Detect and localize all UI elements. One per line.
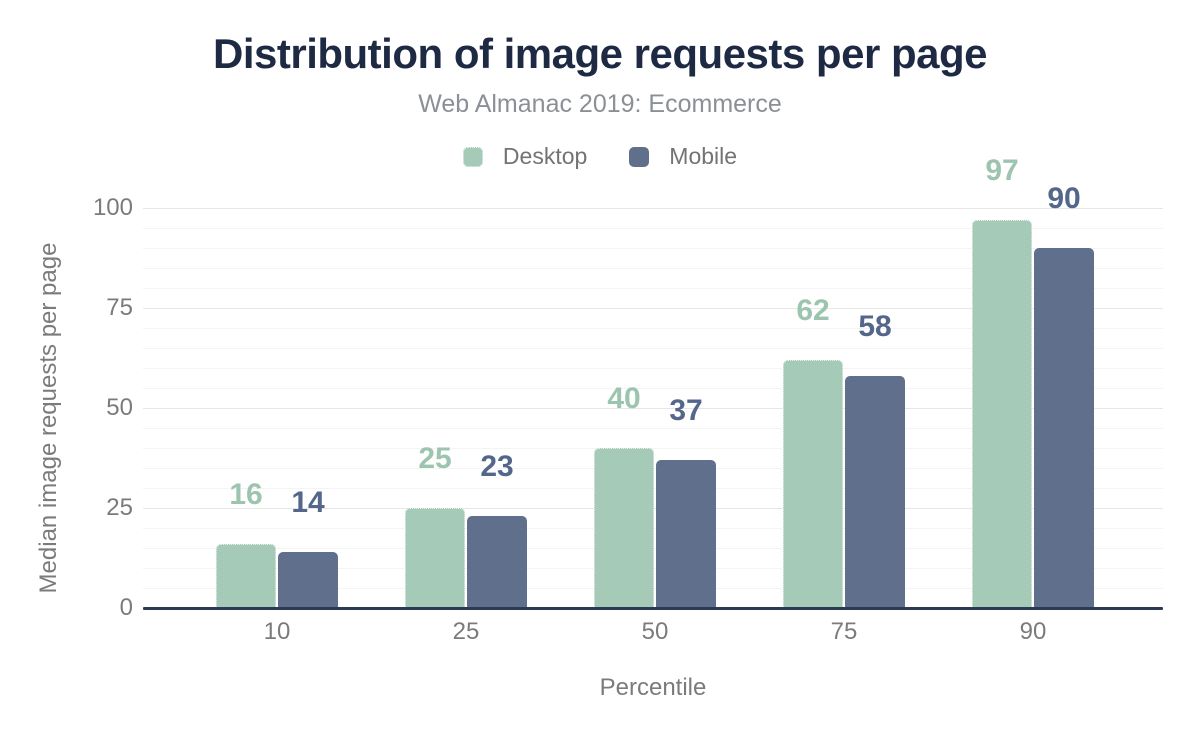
value-label-mobile-p50: 37 <box>669 394 703 427</box>
value-label-mobile-p10: 14 <box>291 486 325 519</box>
legend: Desktop Mobile <box>0 143 1200 170</box>
desktop-legend-swatch <box>462 146 483 167</box>
major-gridline-50 <box>143 408 1163 409</box>
bar-mobile-p90 <box>1034 248 1094 608</box>
value-label-mobile-p75: 58 <box>858 310 892 343</box>
bar-mobile-p25 <box>467 516 527 608</box>
desktop-legend-label: Desktop <box>502 143 588 169</box>
y-tick-label-0: 0 <box>119 594 133 621</box>
minor-gridline-55 <box>143 388 1163 389</box>
bar-mobile-p10 <box>278 552 338 608</box>
major-gridline-75 <box>143 308 1163 309</box>
minor-gridline-85 <box>143 268 1163 269</box>
bar-desktop-p10 <box>216 544 276 608</box>
y-tick-label-50: 50 <box>106 394 133 421</box>
bar-desktop-p25 <box>405 508 465 608</box>
chart-subtitle: Web Almanac 2019: Ecommerce <box>418 90 782 118</box>
value-label-desktop-p10: 16 <box>229 478 263 511</box>
minor-gridline-45 <box>143 428 1163 429</box>
x-axis-title: Percentile <box>599 674 707 701</box>
bar-mobile-p50 <box>656 460 716 608</box>
x-tick-label-90: 90 <box>1019 618 1047 645</box>
value-label-desktop-p50: 40 <box>607 382 641 415</box>
value-label-mobile-p90: 90 <box>1047 182 1081 215</box>
value-label-desktop-p75: 62 <box>796 294 830 327</box>
minor-gridline-90 <box>143 248 1163 249</box>
x-tick-label-50: 50 <box>641 618 669 645</box>
mobile-legend-label: Mobile <box>669 143 738 169</box>
minor-gridline-65 <box>143 348 1163 349</box>
chart-title: Distribution of image requests per page <box>213 30 987 77</box>
legend-item-mobile[interactable]: Mobile <box>629 143 737 170</box>
x-tick-label-10: 10 <box>263 618 291 645</box>
value-label-desktop-p90: 97 <box>985 154 1019 187</box>
minor-gridline-40 <box>143 448 1163 449</box>
bar-desktop-p90 <box>972 220 1032 608</box>
bar-desktop-p75 <box>783 360 843 608</box>
minor-gridline-80 <box>143 288 1163 289</box>
y-tick-label-25: 25 <box>106 494 133 521</box>
y-tick-label-100: 100 <box>92 194 133 221</box>
value-label-desktop-p25: 25 <box>418 442 452 475</box>
x-tick-label-25: 25 <box>452 618 480 645</box>
bar-desktop-p50 <box>594 448 654 608</box>
legend-item-desktop[interactable]: Desktop <box>462 143 588 170</box>
minor-gridline-70 <box>143 328 1163 329</box>
bar-mobile-p75 <box>845 376 905 608</box>
x-axis-line <box>143 607 1163 610</box>
y-axis-title: Median image requests per page <box>35 242 62 594</box>
x-tick-label-75: 75 <box>830 618 858 645</box>
minor-gridline-60 <box>143 368 1163 369</box>
major-gridline-100 <box>143 208 1163 209</box>
minor-gridline-95 <box>143 228 1163 229</box>
y-tick-label-75: 75 <box>106 294 133 321</box>
value-label-mobile-p25: 23 <box>480 450 514 483</box>
mobile-legend-swatch <box>629 146 650 167</box>
